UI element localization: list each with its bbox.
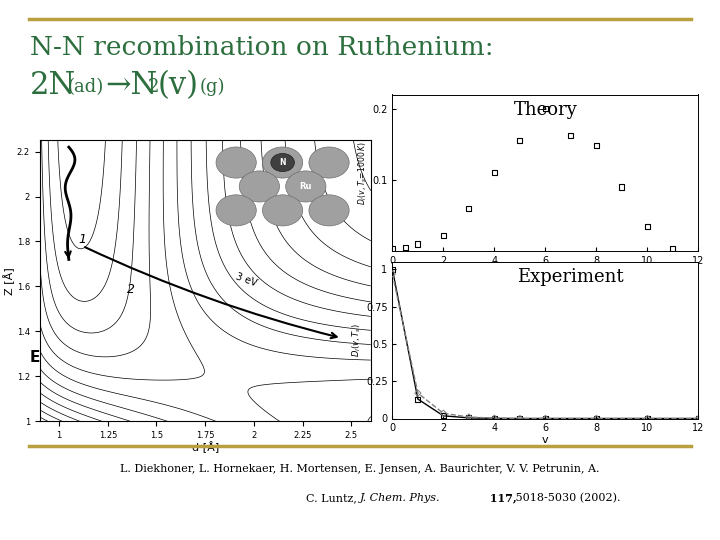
Text: Surface by: M. J. Murphy, J. F. Skelly, A. Hodgson, B.: Surface by: M. J. Murphy, J. F. Skelly, …	[85, 380, 345, 389]
Point	[616, 183, 628, 191]
X-axis label: v: v	[542, 267, 549, 278]
Point	[463, 413, 474, 421]
Circle shape	[271, 153, 294, 172]
Text: N-N recombination on Ruthenium:: N-N recombination on Ruthenium:	[30, 35, 494, 60]
Text: →N: →N	[105, 70, 157, 101]
Text: , 8954-8962 (1999).: , 8954-8962 (1999).	[215, 397, 312, 407]
Point	[400, 243, 411, 252]
Y-axis label: $D_l(v,T_s)$: $D_l(v,T_s)$	[351, 323, 363, 357]
Text: J. Chem. Phys.: J. Chem. Phys.	[360, 492, 441, 503]
Text: (v): (v)	[158, 70, 199, 101]
Point	[489, 414, 500, 422]
Text: 110: 110	[198, 397, 222, 407]
Text: 2: 2	[148, 78, 159, 96]
Point	[438, 409, 449, 417]
Point	[693, 414, 704, 423]
Point	[590, 414, 602, 423]
Text: 117,: 117,	[486, 492, 517, 504]
Circle shape	[286, 171, 326, 202]
Point	[489, 168, 500, 177]
Point	[489, 414, 500, 423]
Text: (g): (g)	[200, 78, 225, 96]
Point	[412, 240, 423, 248]
Circle shape	[309, 195, 349, 226]
X-axis label: v: v	[542, 435, 549, 445]
Circle shape	[263, 195, 302, 226]
Point	[667, 244, 679, 253]
Point	[412, 389, 423, 397]
Text: 2: 2	[127, 283, 135, 296]
Point	[540, 104, 552, 113]
Point	[642, 414, 653, 423]
Text: J. Chem. Phys.: J. Chem. Phys.	[124, 397, 194, 407]
Y-axis label: $D_l(v,T_s\!=\!1000\,K)$: $D_l(v,T_s\!=\!1000\,K)$	[357, 141, 369, 205]
Text: 3 eV: 3 eV	[235, 272, 258, 288]
Point	[463, 414, 474, 422]
Point	[387, 265, 398, 274]
Text: C. Luntz,: C. Luntz,	[305, 492, 360, 503]
Text: 1: 1	[78, 233, 86, 246]
Circle shape	[216, 195, 256, 226]
Point	[387, 269, 398, 278]
Point	[438, 411, 449, 420]
Point	[642, 222, 653, 231]
Text: (ad): (ad)	[68, 78, 104, 96]
Text: 5018-5030 (2002).: 5018-5030 (2002).	[513, 492, 621, 503]
Text: 2N: 2N	[30, 70, 76, 101]
Text: Hammer,: Hammer,	[85, 397, 134, 407]
Point	[514, 414, 526, 423]
Text: N: N	[279, 158, 286, 167]
Point	[642, 414, 653, 423]
Text: Ru: Ru	[300, 182, 312, 191]
Point	[590, 141, 602, 150]
X-axis label: d [Å]: d [Å]	[192, 441, 219, 453]
Circle shape	[216, 147, 256, 178]
Point	[387, 245, 398, 253]
Text: Theory: Theory	[513, 101, 577, 119]
Point	[463, 204, 474, 213]
Text: L. Diekhoner, L. Hornekaer, H. Mortensen, E. Jensen, A. Baurichter, V. V. Petrun: L. Diekhoner, L. Hornekaer, H. Mortensen…	[120, 464, 600, 475]
Point	[514, 137, 526, 145]
Y-axis label: Z [Å]: Z [Å]	[4, 267, 15, 295]
Point	[565, 131, 577, 140]
Point	[540, 414, 552, 423]
Point	[438, 231, 449, 240]
Text: Early barrier: Early barrier	[30, 350, 138, 366]
Point	[540, 414, 552, 423]
Point	[514, 414, 526, 423]
Point	[590, 414, 602, 423]
Point	[412, 395, 423, 403]
Circle shape	[309, 147, 349, 178]
Circle shape	[263, 147, 302, 178]
Text: Experiment: Experiment	[516, 268, 624, 286]
Circle shape	[239, 171, 279, 202]
Point	[693, 414, 704, 423]
